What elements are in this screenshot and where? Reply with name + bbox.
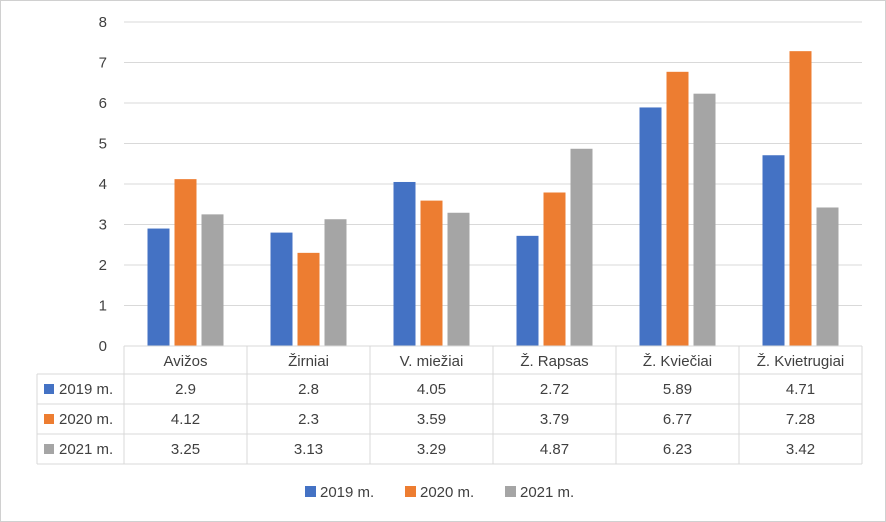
y-tick-label: 4 — [99, 176, 107, 193]
bar — [147, 228, 170, 346]
legend-label: 2021 m. — [520, 484, 574, 501]
table-series-name: 2021 m. — [59, 441, 113, 458]
table-cell-value: 3.13 — [294, 441, 323, 458]
category-label: Ž. Kviečiai — [643, 353, 712, 370]
y-tick-label: 3 — [99, 217, 107, 234]
table-legend-key — [44, 384, 54, 394]
table-cell-value: 7.28 — [786, 411, 815, 428]
table-cell-value: 4.87 — [540, 441, 569, 458]
table-cell-value: 2.8 — [298, 381, 319, 398]
table-legend-key — [44, 414, 54, 424]
category-label: Žirniai — [288, 353, 329, 370]
category-label: Ž. Kvietrugiai — [757, 353, 845, 370]
y-tick-label: 5 — [99, 136, 107, 153]
y-tick-label: 8 — [99, 14, 107, 31]
table-cell-value: 3.29 — [417, 441, 446, 458]
bar — [393, 181, 416, 346]
bar — [324, 219, 347, 346]
table-cell-value: 3.42 — [786, 441, 815, 458]
bar — [420, 200, 443, 346]
bar — [447, 212, 470, 346]
bar — [201, 214, 224, 346]
category-label: V. miežiai — [400, 353, 464, 370]
table-series-name: 2019 m. — [59, 381, 113, 398]
table-cell-value: 3.25 — [171, 441, 200, 458]
table-cell-value: 3.79 — [540, 411, 569, 428]
y-tick-label: 2 — [99, 257, 107, 274]
table-series-name: 2020 m. — [59, 411, 113, 428]
table-cell-value: 2.9 — [175, 381, 196, 398]
bar — [297, 252, 320, 346]
y-tick-label: 1 — [99, 298, 107, 315]
bar — [543, 192, 566, 346]
table-cell-value: 2.72 — [540, 381, 569, 398]
table-cell-value: 6.77 — [663, 411, 692, 428]
bar — [666, 71, 689, 346]
y-tick-label: 7 — [99, 55, 107, 72]
bar — [174, 179, 197, 346]
table-cell-value: 4.71 — [786, 381, 815, 398]
bar — [789, 51, 812, 346]
table-cell-value: 6.23 — [663, 441, 692, 458]
category-label: Ž. Rapsas — [520, 353, 588, 370]
legend-key — [405, 486, 416, 497]
y-tick-label: 6 — [99, 95, 107, 112]
bar — [516, 235, 539, 346]
table-cell-value: 5.89 — [663, 381, 692, 398]
legend-label: 2020 m. — [420, 484, 474, 501]
table-cell-value: 4.05 — [417, 381, 446, 398]
table-cell-value: 2.3 — [298, 411, 319, 428]
table-cell-value: 4.12 — [171, 411, 200, 428]
legend-key — [305, 486, 316, 497]
bar — [762, 155, 785, 346]
table-cell-value: 3.59 — [417, 411, 446, 428]
bar — [270, 232, 293, 346]
legend-label: 2019 m. — [320, 484, 374, 501]
bar — [816, 207, 839, 346]
bar — [693, 93, 716, 346]
category-label: Avižos — [164, 353, 208, 370]
legend-key — [505, 486, 516, 497]
table-legend-key — [44, 444, 54, 454]
y-tick-label: 0 — [99, 338, 107, 355]
bar — [639, 107, 662, 346]
bar — [570, 148, 593, 346]
